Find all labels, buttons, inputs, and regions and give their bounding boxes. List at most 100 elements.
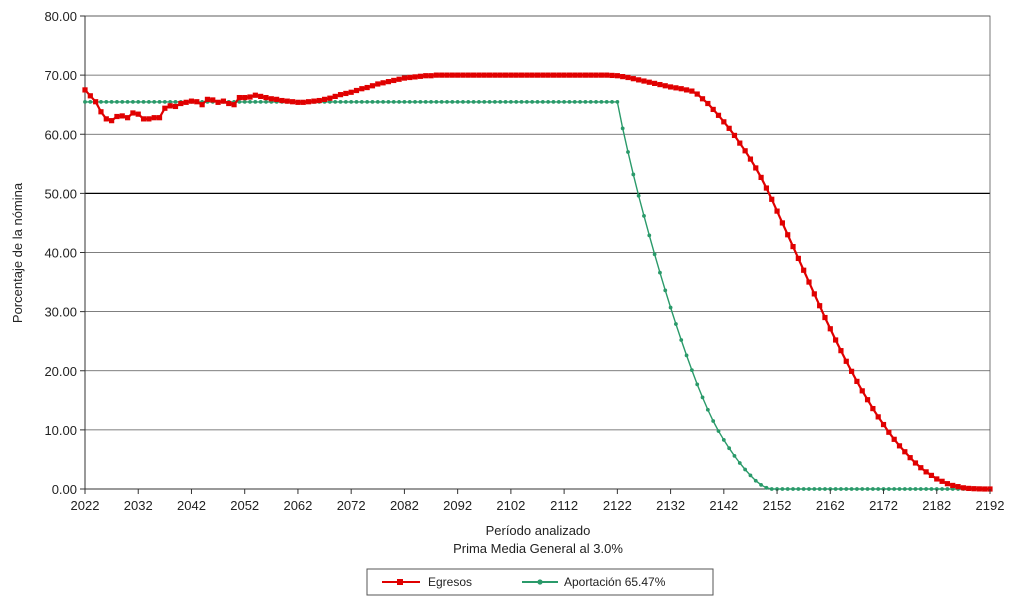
series-egresos xyxy=(82,72,993,492)
legend-aportacion-label: Aportación 65.47% xyxy=(564,575,666,589)
data-point xyxy=(726,125,732,131)
data-point xyxy=(332,93,338,100)
data-point xyxy=(535,100,540,104)
data-point xyxy=(417,73,423,79)
data-point xyxy=(833,337,839,343)
data-point xyxy=(674,322,678,326)
data-point xyxy=(667,84,674,90)
data-point xyxy=(486,72,493,78)
data-point xyxy=(199,102,205,108)
data-point xyxy=(598,72,604,78)
data-point xyxy=(540,72,546,78)
data-point xyxy=(279,97,285,104)
data-point xyxy=(300,99,306,105)
data-point xyxy=(449,72,455,78)
data-point xyxy=(497,72,503,78)
data-point xyxy=(812,487,817,491)
data-point xyxy=(397,100,401,104)
data-point xyxy=(471,100,476,104)
x-tick-label: 2052 xyxy=(230,498,259,513)
data-point xyxy=(759,482,763,487)
data-point xyxy=(264,100,268,104)
data-point xyxy=(620,126,625,131)
y-tick-label: 70.00 xyxy=(44,68,77,83)
data-point xyxy=(444,72,450,78)
data-point xyxy=(433,72,439,78)
data-point xyxy=(439,100,444,104)
data-point xyxy=(439,72,445,78)
data-point xyxy=(418,100,423,104)
x-tick-label: 2152 xyxy=(763,498,792,513)
data-point xyxy=(753,165,759,171)
x-tick-label: 2022 xyxy=(71,498,100,513)
data-point xyxy=(466,100,471,104)
data-point xyxy=(743,467,748,472)
data-point xyxy=(929,487,934,491)
data-point xyxy=(316,97,322,104)
data-point xyxy=(482,100,487,104)
data-point xyxy=(876,487,881,491)
data-point xyxy=(711,419,716,423)
data-point xyxy=(141,100,146,104)
data-point xyxy=(412,74,418,80)
data-point xyxy=(652,80,658,86)
data-point xyxy=(673,85,679,91)
data-point xyxy=(801,487,806,491)
data-point xyxy=(157,100,162,104)
data-point xyxy=(359,86,365,92)
data-point xyxy=(716,429,721,433)
data-point xyxy=(700,395,705,400)
data-point xyxy=(641,78,647,84)
x-tick-label: 2112 xyxy=(550,498,578,513)
data-point xyxy=(492,72,498,78)
data-point xyxy=(572,100,577,104)
data-point xyxy=(588,72,594,78)
data-point xyxy=(168,100,173,104)
data-point xyxy=(407,100,412,104)
data-point xyxy=(396,76,402,82)
data-point xyxy=(966,485,972,492)
data-point xyxy=(599,100,604,104)
data-point xyxy=(151,115,157,121)
data-point xyxy=(950,482,956,489)
data-point xyxy=(610,100,614,104)
data-point xyxy=(348,89,354,95)
data-point xyxy=(753,478,758,483)
data-point xyxy=(944,481,951,487)
data-point xyxy=(513,72,519,78)
data-point xyxy=(566,72,573,78)
data-point xyxy=(891,436,897,442)
data-point xyxy=(731,132,738,139)
data-point xyxy=(210,97,216,103)
x-tick-label: 2172 xyxy=(869,498,898,513)
data-point xyxy=(162,100,167,104)
data-point xyxy=(237,100,242,104)
data-point xyxy=(604,100,609,104)
data-point xyxy=(140,116,147,122)
data-point xyxy=(109,100,114,104)
data-point xyxy=(401,75,408,81)
data-point xyxy=(188,98,195,104)
data-point xyxy=(253,100,258,104)
data-point xyxy=(844,487,849,491)
x-tick-label: 2162 xyxy=(816,498,845,513)
data-point xyxy=(524,100,529,104)
data-point xyxy=(333,100,338,104)
data-point xyxy=(843,358,849,364)
series-line xyxy=(84,74,990,491)
data-point xyxy=(801,267,807,273)
data-point xyxy=(663,288,668,293)
data-point xyxy=(646,79,652,85)
data-point xyxy=(907,455,913,461)
data-point xyxy=(162,105,168,111)
data-point xyxy=(131,100,135,104)
data-point xyxy=(807,487,811,491)
data-point xyxy=(104,100,109,104)
y-tick-label: 0.00 xyxy=(52,482,77,497)
data-point xyxy=(502,72,509,78)
data-point xyxy=(705,407,710,412)
data-point xyxy=(982,486,988,492)
data-point xyxy=(561,72,567,78)
data-point xyxy=(540,100,545,104)
